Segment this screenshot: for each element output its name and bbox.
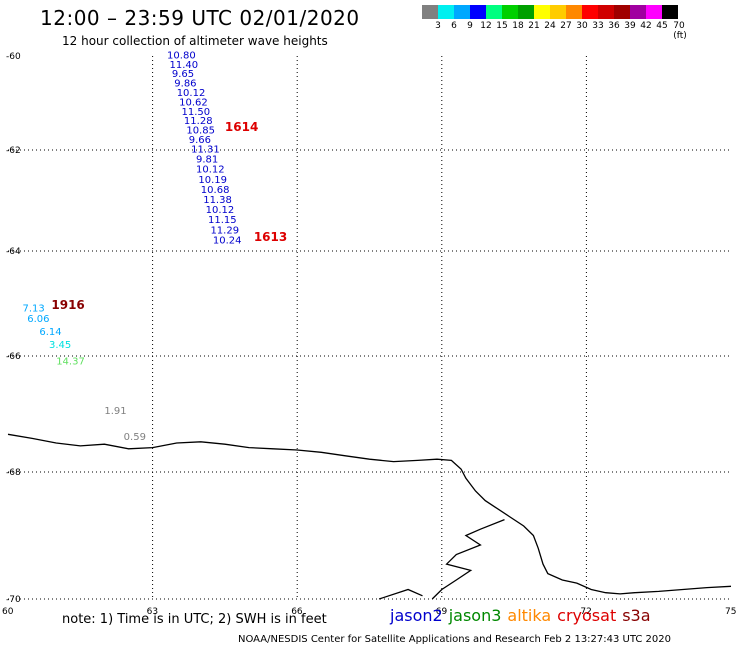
wave-height-value: 10.68 xyxy=(201,185,230,196)
scale-label: 30 xyxy=(576,21,588,31)
scale-label: 24 xyxy=(544,21,556,31)
scale-label: 12 xyxy=(480,21,492,31)
lon-tick-label: 72 xyxy=(580,607,591,617)
wave-height-value: 10.12 xyxy=(206,205,235,216)
lat-tick-label: -62 xyxy=(6,146,21,156)
scale-swatch xyxy=(502,5,518,19)
credit-footer: NOAA/NESDIS Center for Satellite Applica… xyxy=(238,634,671,645)
wave-height-value: 11.29 xyxy=(210,225,239,236)
lon-tick-label: 75 xyxy=(725,607,736,617)
wave-height-value: 11.50 xyxy=(182,107,211,118)
wave-height-value: 11.40 xyxy=(169,60,198,71)
scale-label: 18 xyxy=(512,21,524,31)
scale-label: 42 xyxy=(640,21,652,31)
antarctic-coastline xyxy=(378,588,423,600)
scale-swatch xyxy=(454,5,470,19)
wave-height-value: 10.24 xyxy=(213,235,242,246)
satellite-legend-item: s3a xyxy=(622,606,651,625)
wave-height-value: 10.62 xyxy=(179,97,208,108)
pass-id-label: 1614 xyxy=(225,120,258,134)
scale-label: 27 xyxy=(560,21,572,31)
scale-swatch xyxy=(646,5,662,19)
scale-swatch xyxy=(438,5,454,19)
lat-tick-label: -66 xyxy=(6,352,21,362)
scale-label: 70 (ft) xyxy=(673,21,687,41)
lon-tick-label: 66 xyxy=(291,607,303,617)
satellite-legend-item: jason3 xyxy=(448,606,502,625)
scale-swatch xyxy=(662,5,678,19)
lon-tick-label: 69 xyxy=(436,607,448,617)
wave-height-value: 6.06 xyxy=(27,314,49,325)
units-note: note: 1) Time is in UTC; 2) SWH is in fe… xyxy=(62,612,327,627)
satellite-legend-item: altika xyxy=(507,606,552,625)
map-subtitle: 12 hour collection of altimeter wave hei… xyxy=(62,34,328,48)
wave-height-value: 11.28 xyxy=(184,116,213,127)
scale-label: 9 xyxy=(467,21,473,31)
scale-label: 6 xyxy=(451,21,457,31)
scale-swatch xyxy=(518,5,534,19)
map-title: 12:00 – 23:59 UTC 02/01/2020 xyxy=(40,6,360,30)
scale-swatch xyxy=(614,5,630,19)
scale-swatch xyxy=(486,5,502,19)
antarctic-coastline xyxy=(431,518,505,600)
scale-swatch xyxy=(470,5,486,19)
lon-tick-label: 63 xyxy=(147,607,158,617)
wave-height-value: 9.66 xyxy=(189,135,211,146)
scale-label: 21 xyxy=(528,21,540,31)
wave-height-value: 11.15 xyxy=(208,215,237,226)
satellite-legend: jason2 jason3 altika cryosat s3a xyxy=(390,606,657,625)
scale-label: 36 xyxy=(608,21,620,31)
wave-height-value: 14.37 xyxy=(56,357,85,368)
wave-height-color-scale: 3 6 9 12 15 18 21 24 27 30 33 36 39 42 45 70 (ft) xyxy=(422,5,687,41)
wave-height-value: 10.12 xyxy=(177,88,206,99)
scale-swatch xyxy=(582,5,598,19)
scale-label: 33 xyxy=(592,21,604,31)
lat-tick-label: -64 xyxy=(6,247,21,257)
wave-height-value: 10.12 xyxy=(196,165,225,176)
lat-tick-label: -68 xyxy=(6,468,21,478)
scale-swatch xyxy=(630,5,646,19)
scale-label: 39 xyxy=(624,21,636,31)
wave-height-value: 3.45 xyxy=(49,340,71,351)
wave-height-value: 10.80 xyxy=(167,50,196,61)
wave-height-value: 1.91 xyxy=(104,406,126,417)
wave-height-value: 11.38 xyxy=(203,195,232,206)
satellite-legend-item: jason2 xyxy=(390,606,443,625)
wave-height-value: 9.86 xyxy=(174,79,196,90)
scale-label: 3 xyxy=(435,21,441,31)
wave-height-value: 11.31 xyxy=(191,145,220,156)
pass-id-label: 1916 xyxy=(51,298,84,312)
satellite-legend-item: cryosat xyxy=(557,606,617,625)
scale-swatch xyxy=(566,5,582,19)
wave-height-value: 6.14 xyxy=(39,327,61,338)
lon-tick-label: 60 xyxy=(2,607,14,617)
antarctic-coastline xyxy=(7,433,732,595)
scale-swatch xyxy=(598,5,614,19)
scale-swatch xyxy=(422,5,438,19)
wave-height-value: 7.13 xyxy=(22,303,44,314)
wave-height-value: 10.19 xyxy=(198,175,227,186)
scale-swatch xyxy=(534,5,550,19)
lat-tick-label: -60 xyxy=(6,52,21,62)
scale-label: 45 xyxy=(656,21,668,31)
wave-height-value: 9.65 xyxy=(172,69,194,80)
scale-label: 15 xyxy=(496,21,508,31)
lat-tick-label: -70 xyxy=(6,595,21,605)
wave-height-value: 10.85 xyxy=(186,126,215,137)
wave-height-value: 9.81 xyxy=(196,155,218,166)
pass-id-label: 1613 xyxy=(254,230,287,244)
scale-swatch xyxy=(550,5,566,19)
wave-height-value: 0.59 xyxy=(124,432,146,443)
